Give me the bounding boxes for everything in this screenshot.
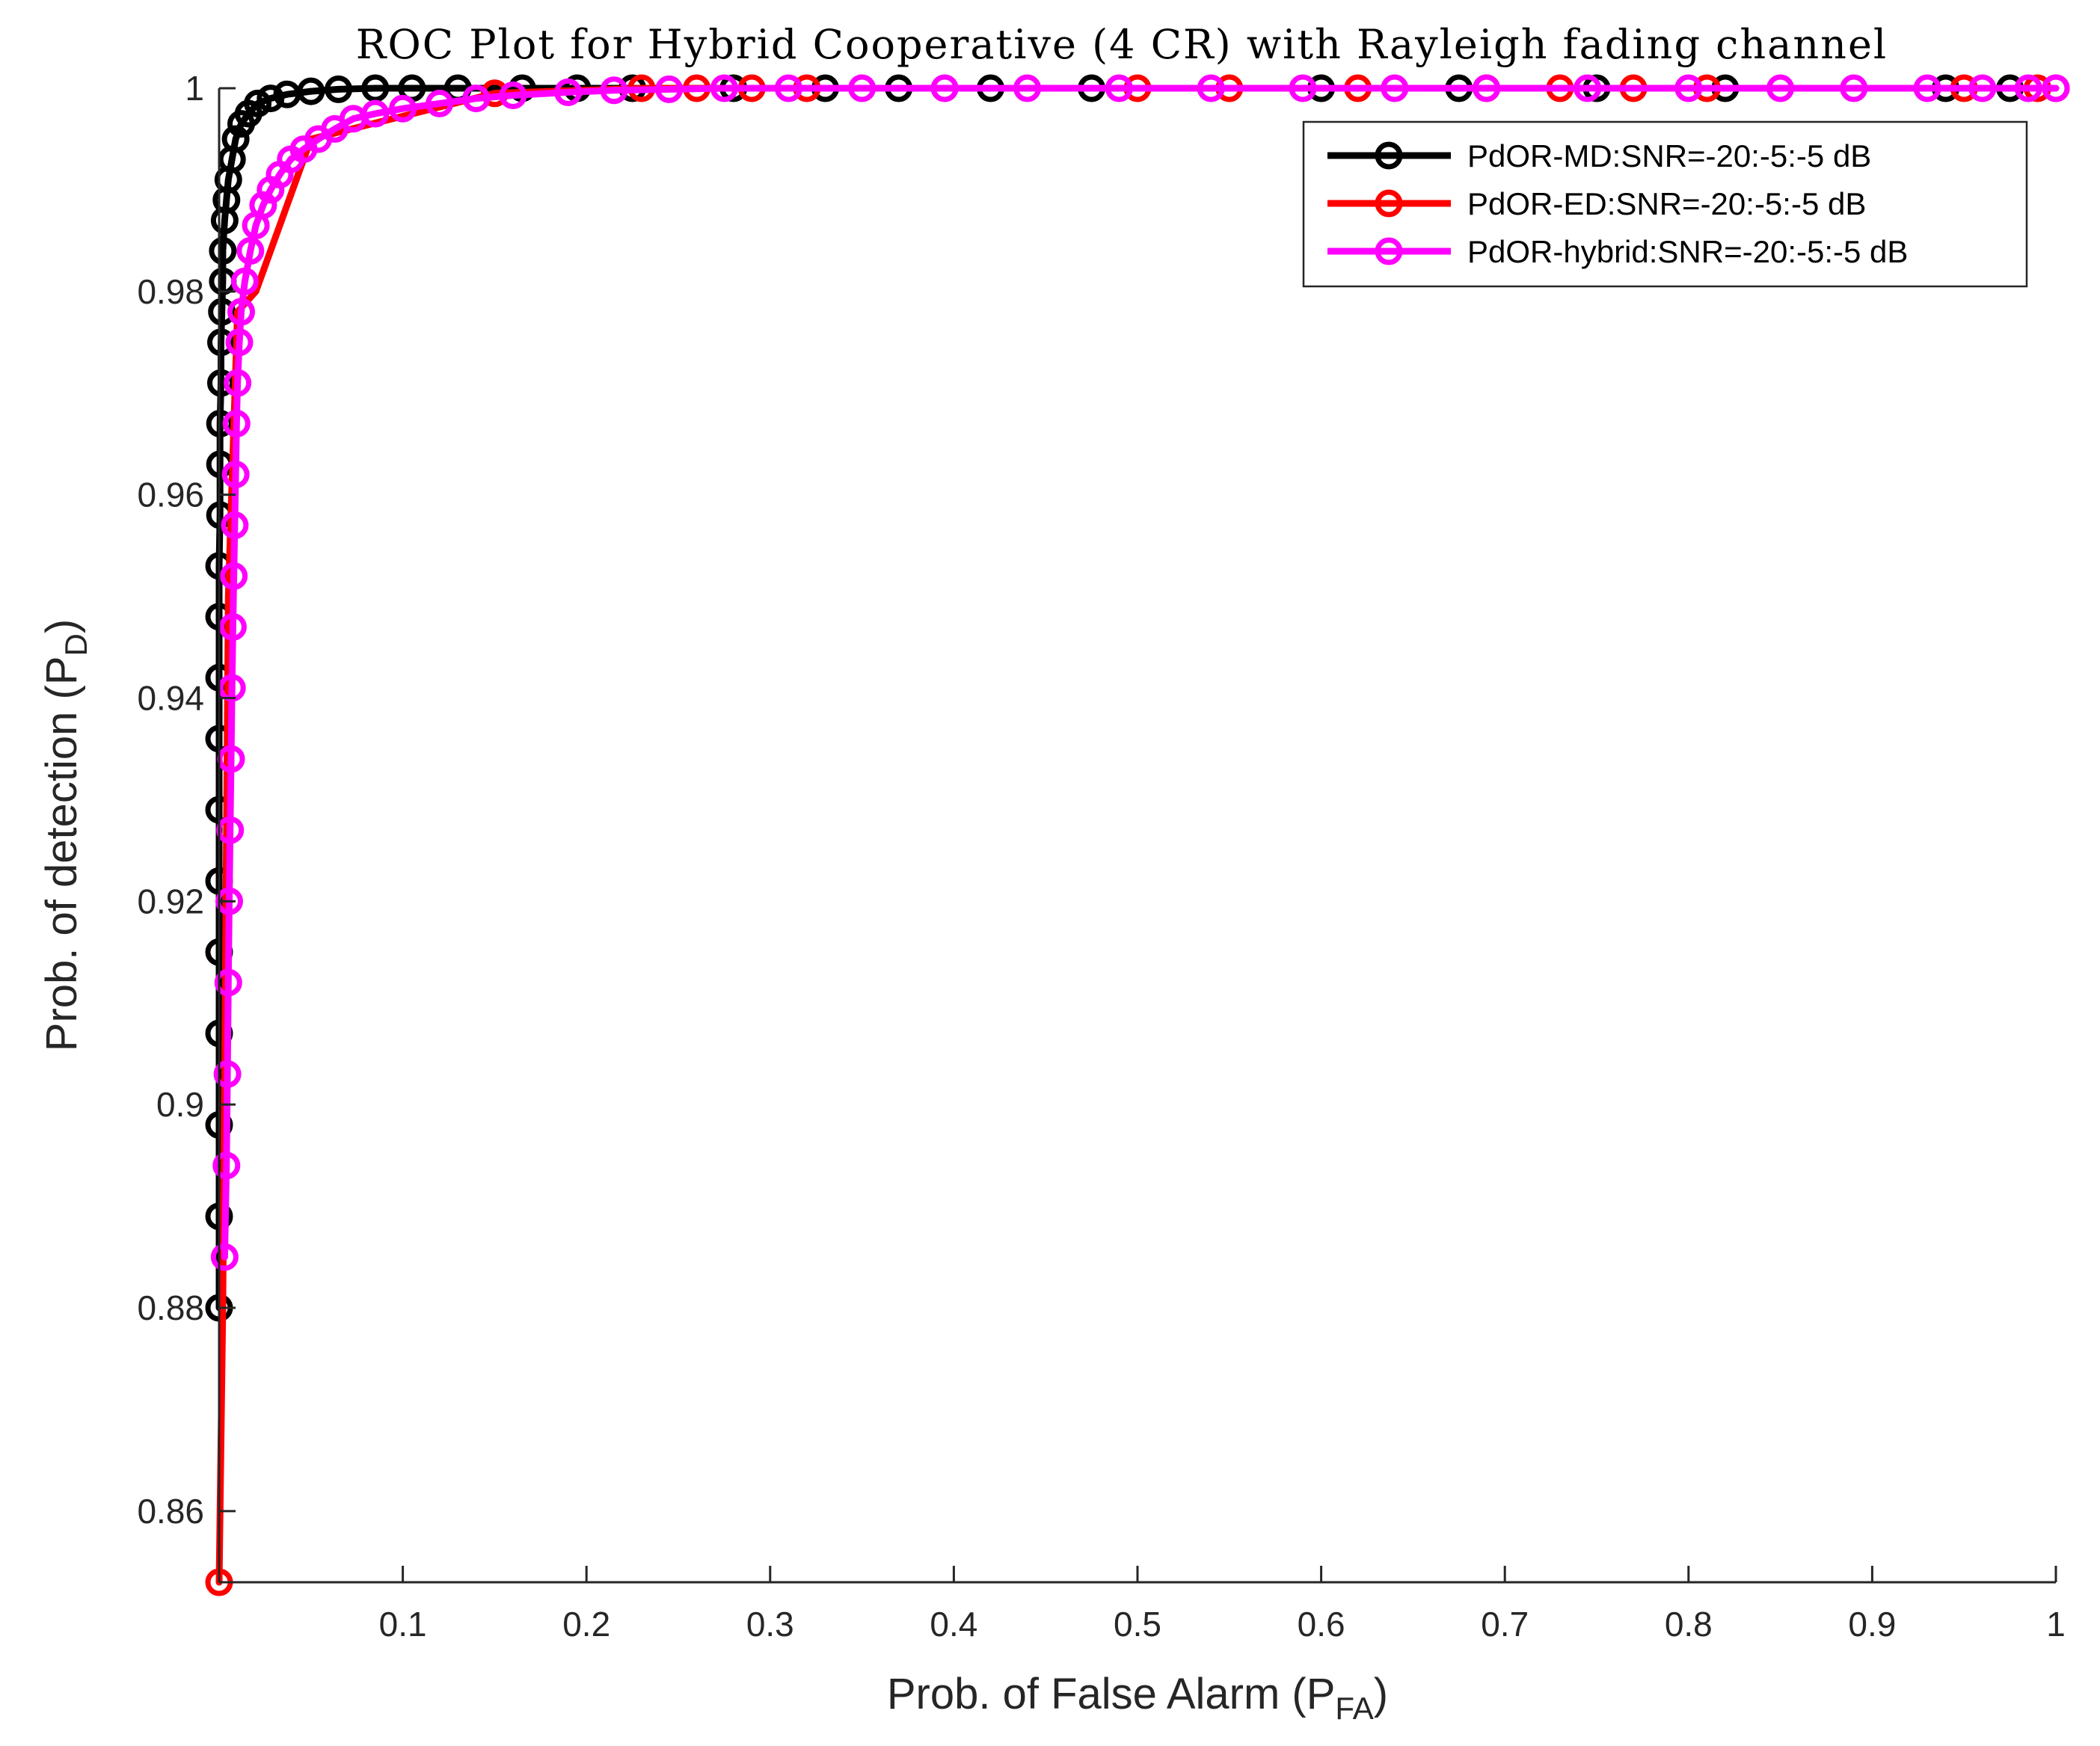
data-point-md	[207, 328, 235, 357]
data-point-hybrid	[221, 461, 250, 488]
data-point-md	[361, 74, 390, 102]
data-point-hybrid	[361, 99, 390, 128]
x-ticks: 0.1 0.2 0.3 0.4 0.5 0.6 0.7 0.8 0.9 1	[379, 1566, 2066, 1644]
y-tick-label: 1	[185, 69, 204, 108]
data-point-hybrid	[1381, 74, 1409, 102]
data-point-md	[209, 237, 237, 265]
data-point-hybrid	[848, 74, 876, 102]
y-tick-label: 0.96	[137, 476, 204, 514]
data-point-hybrid	[1766, 74, 1795, 102]
data-point-hybrid	[230, 267, 259, 295]
x-axis-label: Prob. of False Alarm (PFA)	[887, 1670, 1388, 1726]
data-point-hybrid	[655, 75, 684, 103]
data-point-md	[221, 125, 250, 153]
x-tick-label: 0.3	[746, 1605, 794, 1644]
x-tick-label: 1	[2046, 1605, 2066, 1644]
data-point-md	[244, 89, 272, 117]
data-point-hybrid	[224, 369, 252, 397]
data-point-hybrid	[214, 968, 242, 997]
x-tick-label: 0.1	[379, 1605, 427, 1644]
data-point-hybrid	[249, 191, 277, 219]
x-axis-label-sub: FA	[1335, 1691, 1373, 1726]
y-axis-label-sub: D	[58, 633, 93, 656]
x-tick-label: 0.2	[562, 1605, 610, 1644]
data-point-hybrid	[227, 298, 255, 326]
data-point-hybrid	[1968, 74, 1997, 102]
data-point-hybrid	[1840, 74, 1868, 102]
data-point-hybrid	[426, 89, 454, 117]
data-point-hybrid	[218, 612, 247, 641]
data-point-hybrid	[462, 84, 491, 113]
plot-area	[219, 88, 2056, 1582]
y-tick-label: 0.92	[137, 882, 204, 920]
legend-label-hybrid: PdOR-hybrid:SNR=-20:-5:-5 dB	[1467, 234, 1908, 269]
data-point-md	[325, 75, 353, 103]
data-point-hybrid	[1674, 74, 1703, 102]
data-point-hybrid	[212, 1152, 241, 1180]
data-point-hybrid	[213, 1060, 242, 1088]
x-tick-label: 0.7	[1481, 1605, 1529, 1644]
y-axis-label-main: Prob. of detection (P	[37, 656, 86, 1051]
data-point-hybrid	[1197, 74, 1225, 102]
data-point-hybrid	[1473, 74, 1501, 102]
series-line-hybrid	[221, 84, 2060, 1261]
y-ticks: 0.86 0.88 0.9 0.92 0.94 0.96 0.98 1	[137, 69, 236, 1531]
data-point-hybrid	[220, 562, 248, 590]
legend-marker-md	[1375, 141, 1403, 170]
data-point-hybrid	[222, 410, 251, 437]
data-point-hybrid	[225, 328, 254, 357]
series-hybrid	[210, 74, 2070, 1271]
data-point-hybrid	[1289, 74, 1317, 102]
chart-title: ROC Plot for Hybrid Cooperative (4 CR) w…	[356, 21, 1888, 68]
x-tick-label: 0.6	[1298, 1605, 1345, 1644]
data-point-hybrid	[2014, 74, 2042, 102]
y-tick-label: 0.9	[156, 1085, 204, 1124]
data-point-hybrid	[499, 82, 527, 109]
data-point-md	[257, 84, 285, 113]
legend-label-ed: PdOR-ED:SNR=-20:-5:-5 dB	[1467, 186, 1866, 221]
data-point-hybrid	[710, 74, 738, 102]
x-tick-label: 0.4	[930, 1605, 977, 1644]
data-point-hybrid	[221, 511, 249, 539]
data-point-hybrid	[1013, 74, 1042, 102]
data-point-hybrid	[389, 94, 417, 123]
data-point-hybrid	[1105, 74, 1133, 102]
y-tick-label: 0.98	[137, 272, 204, 311]
y-tick-label: 0.88	[137, 1288, 204, 1327]
y-tick-label: 0.86	[137, 1492, 204, 1531]
data-point-hybrid	[1913, 74, 1941, 102]
data-point-hybrid	[774, 74, 802, 102]
legend-label-md: PdOR-MD:SNR=-20:-5:-5 dB	[1467, 138, 1871, 173]
x-tick-label: 0.5	[1114, 1605, 1161, 1644]
legend: PdOR-MD:SNR=-20:-5:-5 dB PdOR-ED:SNR=-20:…	[1302, 120, 2028, 288]
data-point-hybrid	[600, 76, 628, 105]
data-point-hybrid	[2042, 74, 2070, 102]
y-axis-label: Prob. of detection (PD)	[37, 619, 93, 1051]
legend-marker-ed	[1375, 189, 1403, 218]
data-point-hybrid	[210, 1243, 239, 1271]
data-point-hybrid	[236, 237, 265, 265]
legend-marker-hybrid	[1375, 237, 1403, 265]
y-axis-label-close: )	[37, 619, 86, 633]
data-point-md	[208, 298, 236, 326]
data-point-hybrid	[554, 78, 583, 106]
x-tick-label: 0.8	[1665, 1605, 1713, 1644]
data-point-hybrid	[1574, 74, 1602, 102]
data-point-md	[297, 77, 325, 105]
data-point-hybrid	[930, 74, 959, 102]
x-axis-label-main: Prob. of False Alarm (P	[887, 1670, 1336, 1718]
x-axis-label-close: )	[1374, 1670, 1388, 1718]
y-tick-label: 0.94	[137, 679, 204, 718]
x-tick-label: 0.9	[1848, 1605, 1896, 1644]
